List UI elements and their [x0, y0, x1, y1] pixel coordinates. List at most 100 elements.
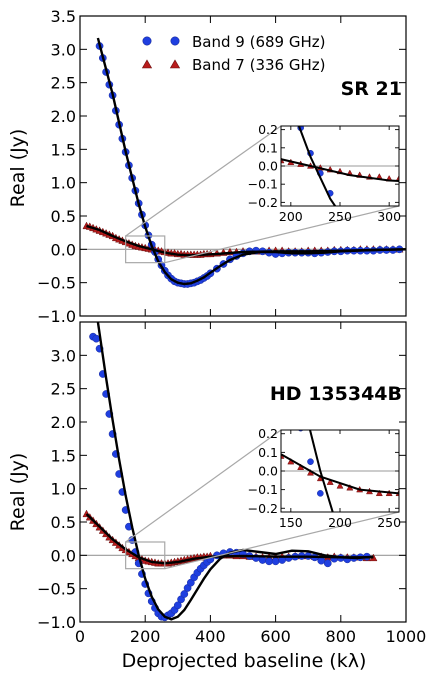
band9-point	[265, 557, 273, 566]
band9-point	[357, 234, 363, 240]
inset-plot-area	[121, 3, 431, 263]
band9-point	[284, 554, 293, 562]
band9-point	[406, 257, 412, 263]
band9-point	[366, 615, 372, 621]
band9-point	[307, 458, 314, 465]
x-tick-label: 400	[195, 627, 226, 646]
band7-point	[248, 432, 254, 438]
band9-point	[396, 256, 402, 262]
inset-x-tick-label: 200	[279, 209, 303, 224]
legend-band7-marker	[169, 59, 181, 69]
band7-point	[406, 177, 412, 183]
y-tick-label: −1.0	[37, 307, 76, 326]
band9-point	[337, 548, 343, 554]
band9-point	[425, 256, 431, 262]
legend-band7-label: Band 7 (336 GHz)	[192, 56, 325, 74]
band9-point	[425, 621, 431, 627]
inset-y-tick-label: 0.0	[258, 159, 278, 174]
band7-point	[406, 490, 412, 496]
legend-band9-label: Band 9 (689 GHz)	[192, 33, 325, 51]
band9-point	[268, 291, 274, 297]
band9-point	[288, 97, 294, 103]
band9-point	[239, 129, 245, 135]
y-tick-label: 2.0	[51, 413, 76, 432]
band9-point	[416, 257, 422, 263]
band7-point	[180, 123, 186, 129]
y-tick-label: −0.5	[37, 580, 76, 599]
y-tick-label: 1.0	[51, 480, 76, 499]
band7-point	[140, 108, 146, 114]
band7-point	[170, 119, 176, 125]
legend: Band 9 (689 GHz) Band 7 (336 GHz)	[141, 33, 325, 74]
model-line	[96, 37, 406, 286]
band7-point	[326, 478, 334, 485]
y-tick-label: −1.0	[37, 613, 76, 632]
band9-point	[258, 3, 264, 9]
model-line	[86, 224, 406, 257]
legend-band9-marker	[142, 36, 152, 46]
x-tick-label: 0	[75, 627, 85, 646]
inset-y-tick-label: 0.0	[258, 464, 278, 479]
zoom-region-box	[125, 235, 166, 264]
band9-point	[258, 241, 264, 247]
y-tick-label: 0.5	[51, 207, 76, 226]
band7-point	[189, 380, 195, 386]
inset-x-tick-label: 200	[328, 515, 352, 530]
x-tick-label: 200	[130, 627, 161, 646]
y-tick-label: 1.5	[51, 140, 76, 159]
x-tick-label: 800	[326, 627, 357, 646]
y-axis-label-bottom: Real (Jy)	[7, 453, 29, 532]
inset-x-tick-label: 250	[377, 515, 401, 530]
band7-point	[209, 399, 215, 405]
band7-point	[395, 174, 399, 182]
y-tick-label: 3.5	[51, 7, 76, 26]
band7-point	[209, 135, 215, 141]
inset-y-tick-label: −0.2	[248, 501, 278, 516]
y-tick-label: 2.5	[51, 380, 76, 399]
band7-point	[239, 146, 245, 152]
y-tick-label: 1.0	[51, 174, 76, 193]
band7-point	[229, 143, 235, 149]
band7-point	[425, 486, 431, 492]
inset-y-tick-label: −0.1	[248, 177, 278, 192]
inset-y-tick-label: −0.1	[248, 482, 278, 497]
y-tick-label: 2.0	[51, 107, 76, 126]
band7-point	[239, 425, 245, 431]
inset-x-tick-label: 250	[328, 209, 352, 224]
band9-point	[317, 490, 324, 497]
y-tick-label: 0.5	[51, 513, 76, 532]
zoom-connector-line	[164, 511, 400, 570]
band7-point	[248, 150, 254, 156]
band7-point	[189, 126, 195, 132]
inset: −0.2 −0.1 0.0 0.1 0.2 200 250 300	[121, 3, 431, 263]
y-tick-label: 0.0	[51, 240, 76, 259]
zoom-connector-line	[164, 205, 400, 264]
band7-point	[160, 352, 166, 358]
inset-plot-area	[160, 129, 431, 636]
band9-point	[180, 590, 189, 598]
model-line	[96, 322, 374, 621]
band9-point	[347, 574, 353, 580]
band9-point	[386, 254, 392, 260]
band7-point	[416, 177, 422, 183]
panel-title: SR 21	[341, 78, 402, 100]
y-tick-label: 3.0	[51, 346, 76, 365]
band9-point	[278, 341, 284, 347]
band9-point	[376, 630, 382, 636]
band7-point	[121, 101, 127, 107]
plot-area	[82, 322, 378, 622]
band7-point	[336, 482, 344, 489]
y-tick-label: 3.0	[51, 40, 76, 59]
x-axis-label: Deprojected baseline (kλ)	[122, 650, 367, 672]
band7-point	[199, 132, 205, 138]
inset-y-tick-label: 0.1	[258, 140, 278, 155]
x-tick-label: 600	[260, 627, 291, 646]
y-tick-label: 2.5	[51, 74, 76, 93]
band7-point	[416, 488, 422, 494]
inset-y-tick-label: −0.2	[248, 195, 278, 210]
band9-point	[173, 601, 182, 610]
model-line	[85, 513, 374, 565]
inset-y-tick-label: 0.2	[258, 426, 278, 441]
inset-x-tick-label: 150	[279, 515, 303, 530]
inset-y-tick-label: 0.2	[258, 122, 278, 137]
